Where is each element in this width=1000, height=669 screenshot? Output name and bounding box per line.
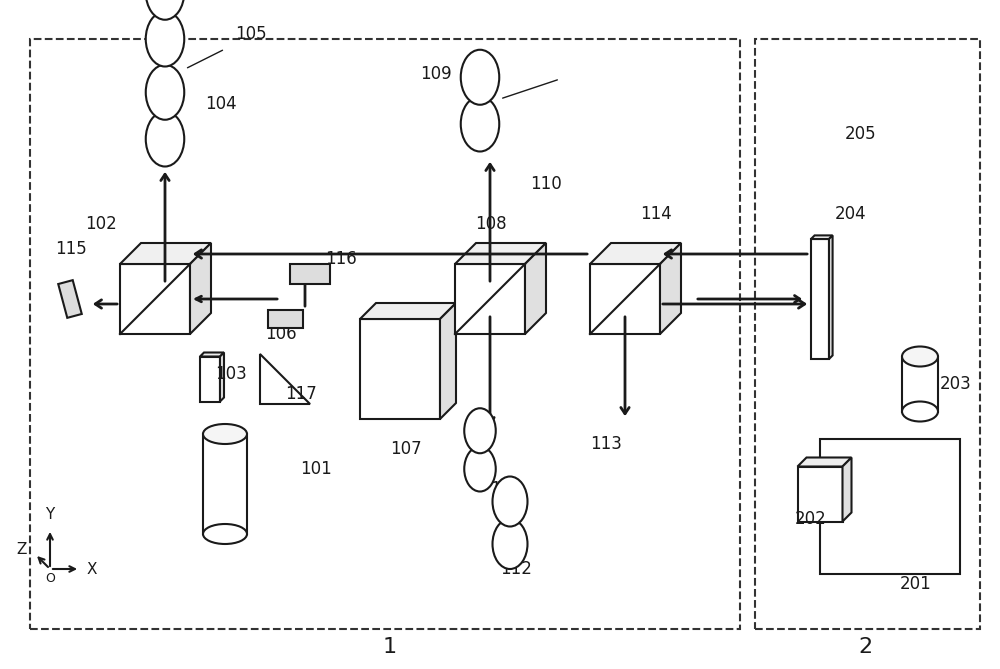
Ellipse shape — [146, 112, 184, 167]
Text: Y: Y — [45, 507, 55, 522]
Bar — [203, 434, 247, 534]
Text: 108: 108 — [475, 215, 507, 233]
Text: 104: 104 — [205, 95, 237, 113]
Bar — [200, 357, 220, 401]
Text: 109: 109 — [420, 65, 452, 83]
Text: 103: 103 — [215, 365, 247, 383]
Bar — [290, 264, 330, 284]
Text: 112: 112 — [500, 560, 532, 578]
Polygon shape — [200, 353, 224, 357]
Text: 1: 1 — [383, 637, 397, 657]
Text: 202: 202 — [795, 510, 827, 528]
Ellipse shape — [461, 96, 499, 151]
Text: O: O — [45, 572, 55, 585]
Text: 107: 107 — [390, 440, 422, 458]
Polygon shape — [120, 264, 190, 334]
Polygon shape — [360, 303, 456, 319]
Ellipse shape — [146, 11, 184, 66]
Text: 117: 117 — [285, 385, 317, 403]
Ellipse shape — [493, 519, 528, 569]
Polygon shape — [820, 439, 960, 574]
Ellipse shape — [464, 408, 496, 454]
Text: 114: 114 — [640, 205, 672, 223]
Polygon shape — [829, 235, 833, 359]
Ellipse shape — [461, 50, 499, 105]
Ellipse shape — [902, 401, 938, 421]
Polygon shape — [190, 243, 211, 334]
Ellipse shape — [902, 347, 938, 367]
Ellipse shape — [146, 65, 184, 120]
Polygon shape — [660, 243, 681, 334]
Bar — [268, 310, 303, 328]
Text: Z: Z — [17, 541, 27, 557]
Polygon shape — [590, 264, 660, 334]
Text: 102: 102 — [85, 215, 117, 233]
Text: 106: 106 — [265, 325, 297, 343]
Text: 203: 203 — [940, 375, 972, 393]
Text: 105: 105 — [235, 25, 267, 43]
Polygon shape — [525, 243, 546, 334]
Bar — [360, 319, 440, 419]
Bar — [811, 239, 829, 359]
Bar — [902, 357, 938, 411]
Ellipse shape — [493, 476, 528, 527]
Polygon shape — [455, 264, 525, 334]
Polygon shape — [260, 354, 310, 404]
Text: 115: 115 — [55, 240, 87, 258]
Text: 116: 116 — [325, 250, 357, 268]
Text: 101: 101 — [300, 460, 332, 478]
Ellipse shape — [146, 0, 184, 20]
Ellipse shape — [464, 446, 496, 492]
Text: X: X — [87, 561, 98, 577]
Polygon shape — [842, 458, 852, 522]
Text: 204: 204 — [835, 205, 867, 223]
Text: 113: 113 — [590, 435, 622, 453]
Text: 111: 111 — [490, 480, 522, 498]
Text: 201: 201 — [900, 575, 932, 593]
Ellipse shape — [203, 524, 247, 544]
Ellipse shape — [203, 424, 247, 444]
Polygon shape — [455, 243, 546, 264]
Text: 2: 2 — [858, 637, 872, 657]
Bar — [58, 280, 82, 318]
Polygon shape — [440, 303, 456, 419]
Polygon shape — [798, 458, 852, 466]
Bar — [798, 466, 842, 522]
Polygon shape — [120, 243, 211, 264]
Polygon shape — [811, 235, 833, 239]
Polygon shape — [590, 243, 681, 264]
Polygon shape — [220, 353, 224, 401]
Text: 110: 110 — [530, 175, 562, 193]
Text: 205: 205 — [845, 125, 877, 143]
